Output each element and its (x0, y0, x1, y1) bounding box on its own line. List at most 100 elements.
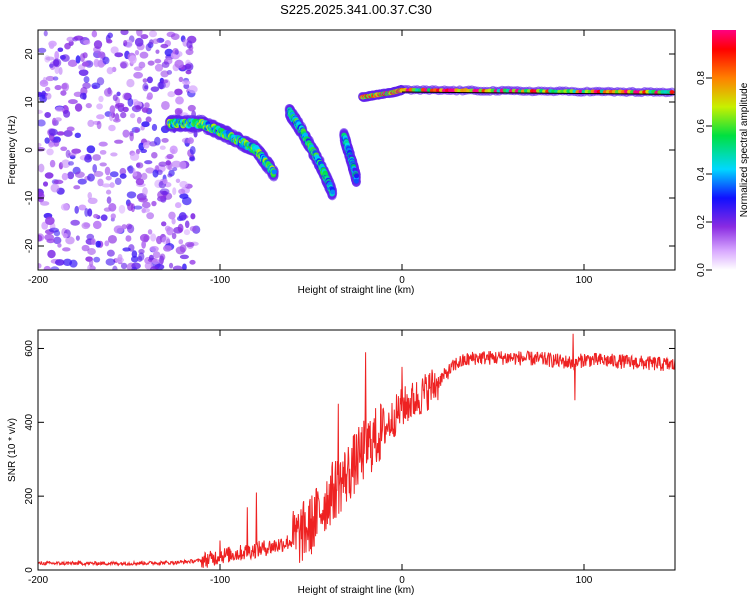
noise-blob (136, 162, 144, 169)
noise-blob (95, 240, 102, 248)
noise-blob (97, 51, 106, 59)
noise-blob (96, 114, 105, 120)
noise-blob (168, 262, 174, 269)
noise-blob (170, 33, 180, 41)
noise-blob (38, 119, 46, 127)
noise-blob (73, 35, 84, 41)
noise-blob (96, 77, 105, 86)
snr-y-label: SNR (10 * v/v) (7, 418, 18, 482)
noise-blob (151, 123, 158, 132)
noise-blob (160, 79, 169, 84)
noise-blob (186, 40, 193, 49)
noise-blob (60, 90, 67, 96)
colorbar-tick-label: 0.4 (696, 167, 707, 181)
noise-blob (166, 153, 174, 160)
noise-blob (171, 218, 176, 225)
noise-blob (138, 197, 148, 203)
noise-blob (120, 262, 128, 270)
noise-blob (87, 173, 95, 182)
y-tick-label: 0 (24, 567, 35, 573)
noise-blob (174, 202, 182, 209)
noise-blob (48, 40, 57, 47)
noise-blob (61, 172, 69, 181)
noise-blob (81, 244, 90, 252)
noise-blob (134, 37, 144, 47)
noise-blob (120, 30, 129, 36)
noise-blob (151, 258, 160, 265)
noise-blob (114, 139, 124, 144)
noise-blob (45, 75, 55, 82)
noise-blob (109, 105, 116, 114)
noise-blob (105, 258, 116, 266)
noise-blob (160, 70, 169, 78)
noise-blob (106, 39, 113, 44)
noise-blob (112, 94, 118, 102)
noise-blob (190, 213, 196, 220)
noise-blob (62, 232, 68, 239)
noise-blob (141, 107, 149, 113)
noise-blob (73, 185, 81, 190)
noise-blob (92, 163, 98, 173)
trace-core (353, 173, 359, 179)
noise-blob (101, 183, 112, 188)
tone-center-line (401, 91, 675, 95)
noise-blob (147, 229, 153, 235)
x-tick-label: 100 (576, 575, 593, 586)
noise-blob (106, 196, 112, 204)
noise-blob (120, 61, 127, 69)
noise-blob (78, 69, 89, 76)
x-tick-label: 100 (576, 275, 593, 286)
noise-blob (133, 71, 144, 79)
noise-blob (137, 255, 143, 262)
noise-blob (130, 255, 139, 263)
noise-blob (145, 167, 155, 174)
trace-core (353, 178, 359, 184)
noise-blob (161, 100, 170, 110)
noise-blob (74, 132, 81, 139)
colorbar-ticks: 0.0 0.2 0.4 0.6 0.8 (696, 71, 712, 277)
noise-blob (53, 236, 62, 245)
noise-blob (179, 244, 187, 253)
noise-blob (54, 117, 62, 122)
snr-frame (37, 329, 676, 571)
noise-blob (127, 97, 134, 107)
noise-blob (42, 181, 49, 187)
noise-blob (175, 178, 181, 183)
noise-blob (136, 116, 142, 124)
snr-axes: -200 -100 0 100 0 200 400 600 (24, 330, 675, 586)
noise-blob (151, 151, 158, 159)
noise-blob (126, 224, 135, 234)
noise-blob (188, 85, 198, 94)
noise-blob (57, 243, 62, 248)
noise-blob (171, 160, 182, 168)
noise-blob (106, 249, 115, 257)
noise-blob (171, 232, 177, 240)
noise-blob (62, 258, 73, 267)
noise-blob (81, 61, 89, 67)
noise-blob (43, 30, 48, 37)
noise-blob (100, 214, 108, 222)
colorbar-tick-label: 0.0 (696, 263, 707, 277)
noise-blob (38, 263, 42, 269)
x-tick-label: 0 (399, 575, 405, 586)
y-tick-label: -20 (24, 238, 35, 253)
noise-blob (116, 91, 121, 97)
noise-blob (62, 247, 71, 252)
noise-blob (98, 141, 108, 147)
noise-blob (108, 124, 116, 132)
noise-blob (49, 159, 56, 168)
noise-blob (86, 145, 96, 154)
noise-blob (60, 203, 69, 211)
noise-blob (92, 220, 102, 230)
noise-blob (142, 78, 148, 83)
noise-blob (148, 254, 154, 261)
noise-blob (150, 86, 160, 92)
noise-blob (136, 30, 143, 37)
noise-blob (92, 154, 102, 161)
y-tick-label: -10 (24, 190, 35, 205)
noise-blob (172, 47, 179, 55)
noise-blob (42, 76, 47, 85)
noise-blob (91, 30, 98, 38)
noise-blob (182, 263, 187, 270)
